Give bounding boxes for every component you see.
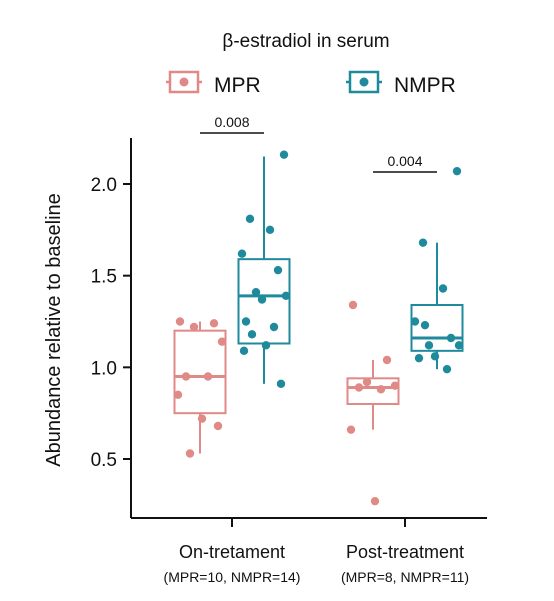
data-point-mpr — [348, 300, 358, 310]
y-tick-label: 1.0 — [91, 358, 117, 379]
data-point-nmpr — [281, 291, 291, 301]
data-point-nmpr — [257, 295, 267, 304]
data-point-nmpr — [438, 284, 448, 293]
data-point-nmpr — [245, 214, 255, 224]
legend-label-mpr: MPR — [214, 74, 261, 97]
data-point-mpr — [175, 317, 185, 326]
x-tick-labels: On-tretament (MPR=10, NMPR=14) Post-trea… — [164, 542, 470, 585]
data-point-nmpr — [410, 317, 420, 326]
data-point-nmpr — [418, 238, 428, 247]
data-point-nmpr — [241, 317, 251, 326]
data-point-nmpr — [414, 353, 424, 363]
y-tick-label: 0.5 — [91, 450, 117, 471]
data-point-mpr — [203, 372, 213, 381]
data-point-mpr — [382, 355, 392, 365]
data-point-mpr — [209, 319, 219, 328]
data-point-mpr — [370, 496, 380, 506]
data-point-nmpr — [239, 346, 249, 356]
legend-item-mpr: MPR — [166, 70, 261, 97]
data-point-nmpr — [446, 333, 456, 343]
chart-title: β-estradiol in serum — [222, 31, 389, 52]
legend: MPR NMPR — [166, 70, 456, 97]
data-point-nmpr — [420, 320, 430, 330]
box-mpr-1 — [346, 360, 400, 430]
data-point-mpr — [346, 425, 356, 434]
legend-label-nmpr: NMPR — [394, 74, 456, 97]
data-point-mpr — [185, 449, 195, 458]
y-tick-label: 2.0 — [91, 175, 117, 196]
boxes — [173, 156, 464, 454]
data-point-mpr — [362, 377, 372, 387]
data-point-mpr — [354, 383, 364, 392]
x-tick-label-1: Post-treatment — [346, 542, 464, 562]
pvalue-label-1: 0.004 — [387, 153, 422, 169]
pvalue-label-0: 0.008 — [214, 114, 249, 130]
data-point-mpr — [213, 421, 223, 431]
box-body — [173, 329, 227, 415]
significance-annotations: 0.008 0.004 — [200, 114, 437, 173]
box-nmpr-1 — [410, 242, 464, 370]
x-tick-label-0: On-tretament — [179, 542, 285, 562]
data-point-nmpr — [452, 166, 462, 176]
data-point-nmpr — [251, 287, 261, 297]
data-point-mpr — [217, 337, 227, 346]
data-point-nmpr — [279, 150, 289, 159]
y-axis-label: Abundance relative to baseline — [43, 193, 65, 467]
box-body — [410, 304, 464, 352]
axes: 0.5 1.0 1.5 2.0 — [91, 138, 487, 527]
data-point-nmpr — [247, 330, 257, 339]
data-point-nmpr — [265, 225, 275, 235]
data-point-nmpr — [269, 322, 279, 332]
data-point-nmpr — [273, 265, 283, 275]
box-body — [346, 377, 400, 406]
x-tick-sublabel-1: (MPR=8, NMPR=11) — [341, 569, 469, 585]
data-point-nmpr — [430, 352, 440, 361]
x-tick-sublabel-0: (MPR=10, NMPR=14) — [164, 569, 301, 585]
data-point-nmpr — [424, 341, 434, 350]
data-point-nmpr — [276, 379, 286, 389]
data-point-mpr — [181, 372, 191, 381]
legend-item-nmpr: NMPR — [346, 70, 456, 97]
data-point-mpr — [197, 414, 207, 423]
data-point-nmpr — [237, 249, 247, 258]
data-point-mpr — [376, 385, 386, 394]
data-points — [173, 150, 464, 506]
data-point-nmpr — [261, 341, 271, 350]
data-point-mpr — [390, 381, 400, 390]
data-point-nmpr — [442, 364, 452, 374]
data-point-mpr — [173, 390, 183, 400]
y-tick-label: 1.5 — [91, 267, 117, 288]
data-point-mpr — [189, 322, 199, 332]
data-point-nmpr — [454, 341, 464, 350]
